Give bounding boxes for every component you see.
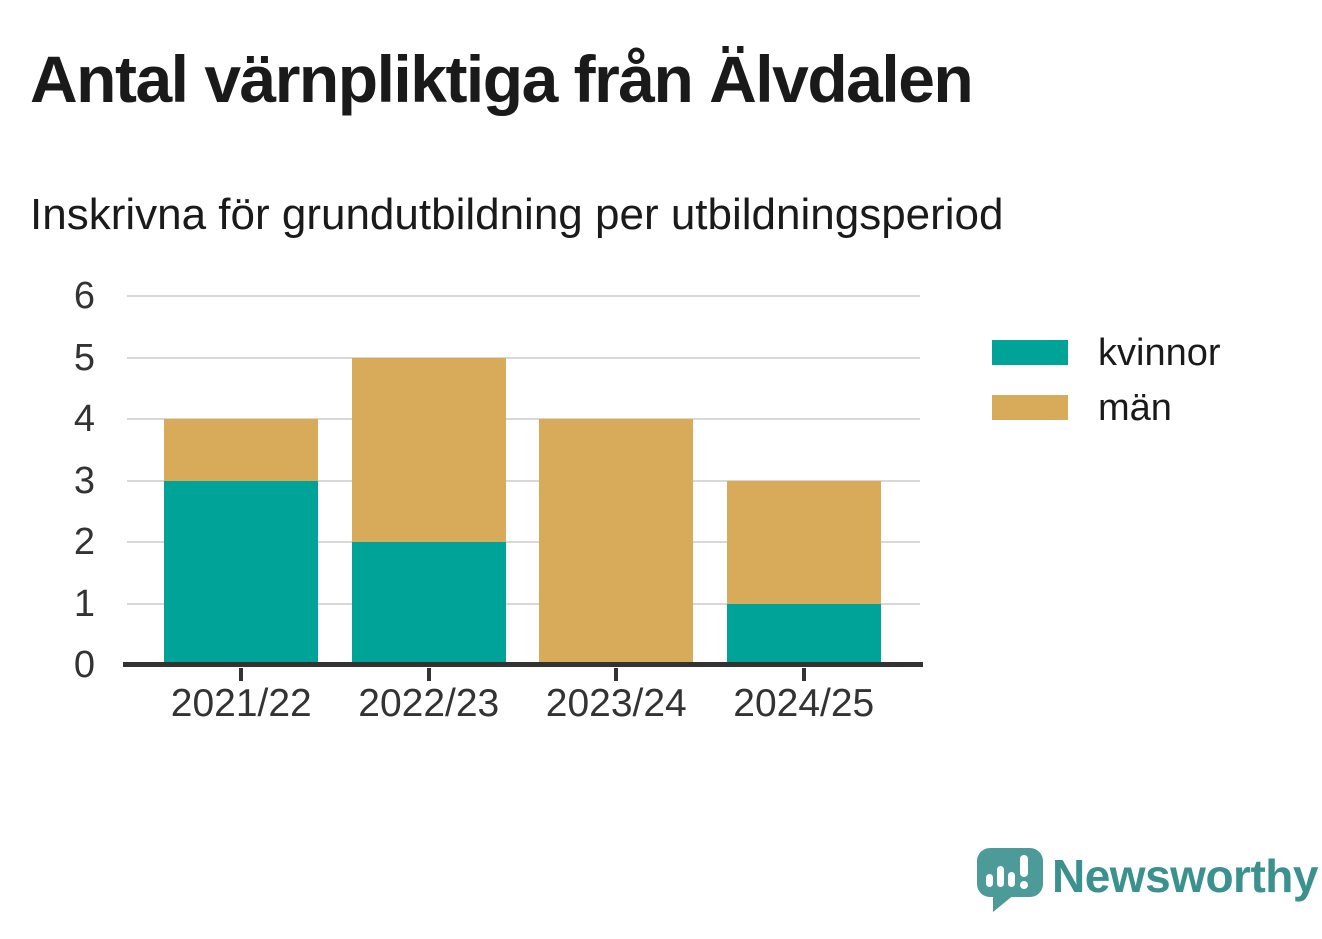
x-axis-label: 2022/23 — [358, 682, 500, 725]
y-axis-label: 3 — [73, 459, 95, 502]
y-axis-label: 0 — [73, 644, 95, 686]
logo-exclamation-icon — [1020, 855, 1028, 877]
bar-segment-2021-22-kvinnor — [164, 480, 319, 665]
x-axis-tick — [426, 668, 431, 681]
x-axis-tick — [239, 668, 244, 681]
bar-segment-2021-22-män — [164, 419, 319, 481]
y-axis-label: 5 — [73, 336, 95, 379]
logo-chart-bar-icon — [1008, 872, 1015, 887]
y-axis-label: 2 — [73, 521, 95, 563]
y-axis-label: 4 — [73, 398, 95, 440]
legend-label-man: män — [1098, 386, 1172, 429]
legend-swatch-man — [992, 395, 1068, 420]
y-axis-label: 1 — [73, 582, 95, 625]
gridline — [127, 295, 920, 297]
x-axis-tick — [614, 668, 619, 681]
bar-segment-2022-23-kvinnor — [351, 542, 506, 665]
legend-label-kvinnor: kvinnor — [1098, 331, 1221, 374]
logo-chart-bar-icon — [997, 866, 1004, 887]
plot-area — [123, 295, 923, 681]
x-axis-tick — [801, 668, 806, 681]
brand-name: Newsworthy — [1052, 850, 1318, 902]
legend-swatch-kvinnor — [992, 340, 1068, 365]
bar-segment-2024-25-kvinnor — [726, 603, 881, 665]
x-axis-label: 2021/22 — [170, 682, 312, 725]
chart-subtitle: Inskrivna för grundutbildning per utbild… — [30, 190, 1004, 239]
bar-segment-2024-25-män — [726, 480, 881, 604]
y-axis-label: 6 — [73, 275, 95, 317]
gridline — [127, 479, 920, 482]
x-axis-label: 2023/24 — [545, 682, 687, 725]
gridline — [127, 418, 920, 420]
gridline — [127, 602, 920, 605]
newsworthy-logo[interactable]: Newsworthy — [977, 848, 1318, 918]
logo-speech-tail — [993, 894, 1015, 912]
logo-exclamation-dot-icon — [1020, 881, 1028, 889]
chart-title: Antal värnpliktiga från Älvdalen — [30, 42, 974, 116]
legend: kvinnor män — [992, 334, 1221, 450]
x-axis-label: 2024/25 — [733, 682, 875, 725]
bar-segment-2023-24-män — [539, 419, 694, 665]
gridline — [127, 356, 920, 359]
newsworthy-logo-icon — [977, 848, 1043, 914]
legend-item-kvinnor: kvinnor — [992, 334, 1221, 372]
x-axis-line — [123, 662, 923, 667]
legend-item-man: män — [992, 389, 1221, 427]
logo-chart-bar-icon — [986, 874, 993, 887]
gridline — [127, 541, 920, 543]
bar-segment-2022-23-män — [351, 357, 506, 542]
